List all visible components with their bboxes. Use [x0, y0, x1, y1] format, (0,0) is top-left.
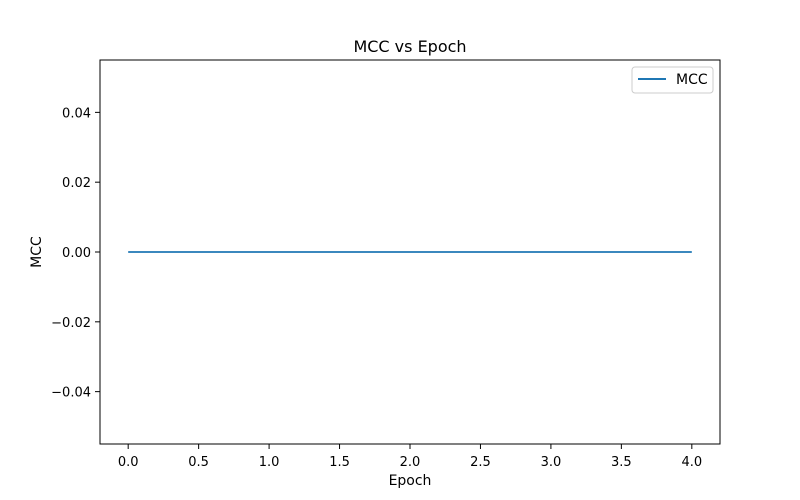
y-tick-label: 0.04 — [62, 106, 91, 121]
y-axis-label: MCC — [29, 236, 45, 268]
x-tick-label: 3.5 — [611, 455, 632, 470]
plot-area — [99, 59, 721, 445]
x-tick-label: 0.0 — [118, 455, 139, 470]
x-axis-label: Epoch — [389, 473, 432, 489]
y-axis: −0.04 −0.02 0.00 0.02 0.04 — [51, 106, 100, 401]
y-tick-label: 0.00 — [62, 246, 91, 261]
legend-frame — [631, 66, 714, 94]
x-tick-label: 3.0 — [541, 455, 562, 470]
x-tick-label: 0.5 — [188, 455, 209, 470]
legend: MCC — [631, 66, 714, 94]
x-tick-label: 1.0 — [259, 455, 280, 470]
x-tick-label: 4.0 — [681, 455, 702, 470]
x-axis: 0.0 0.5 1.0 1.5 2.0 2.5 3.0 3.5 4.0 — [118, 444, 702, 470]
legend-label-mcc: MCC — [676, 72, 708, 88]
y-tick-label: −0.04 — [51, 386, 91, 401]
x-tick-label: 2.5 — [470, 455, 491, 470]
x-tick-label: 2.0 — [400, 455, 421, 470]
x-tick-label: 1.5 — [329, 455, 350, 470]
y-tick-label: −0.02 — [51, 316, 91, 331]
y-tick-label: 0.02 — [62, 176, 91, 191]
chart-title: MCC vs Epoch — [353, 37, 466, 56]
